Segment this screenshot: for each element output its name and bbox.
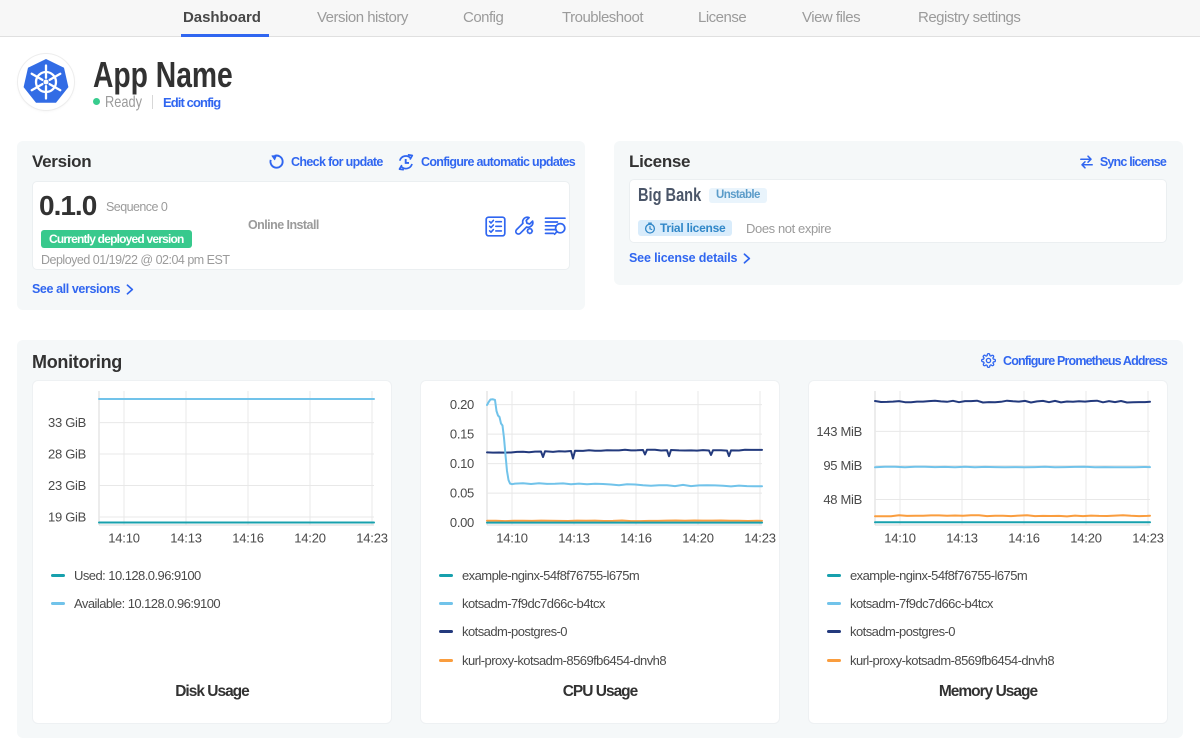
svg-text:14:13: 14:13 — [170, 531, 202, 546]
svg-text:0.20: 0.20 — [450, 397, 474, 412]
svg-text:19 GiB: 19 GiB — [48, 510, 86, 525]
svg-text:14:16: 14:16 — [620, 531, 652, 546]
svg-text:0.15: 0.15 — [450, 427, 474, 442]
svg-text:14:23: 14:23 — [1132, 531, 1164, 546]
svg-text:143 MiB: 143 MiB — [816, 424, 862, 439]
svg-text:14:16: 14:16 — [232, 531, 264, 546]
svg-text:14:10: 14:10 — [884, 531, 916, 546]
svg-text:95 MiB: 95 MiB — [823, 458, 862, 473]
svg-text:14:16: 14:16 — [1008, 531, 1040, 546]
svg-text:48 MiB: 48 MiB — [823, 492, 862, 507]
svg-text:28 GiB: 28 GiB — [48, 447, 86, 462]
svg-text:14:20: 14:20 — [294, 531, 326, 546]
svg-text:14:10: 14:10 — [108, 531, 140, 546]
svg-text:14:10: 14:10 — [496, 531, 528, 546]
svg-text:23 GiB: 23 GiB — [48, 478, 86, 493]
svg-text:0.05: 0.05 — [450, 486, 474, 501]
svg-text:0.10: 0.10 — [450, 456, 474, 471]
svg-text:14:23: 14:23 — [744, 531, 776, 546]
svg-text:0.00: 0.00 — [450, 515, 474, 530]
svg-text:14:13: 14:13 — [946, 531, 978, 546]
svg-text:33 GiB: 33 GiB — [48, 415, 86, 430]
svg-text:14:23: 14:23 — [356, 531, 388, 546]
svg-text:14:20: 14:20 — [1070, 531, 1102, 546]
svg-text:14:13: 14:13 — [558, 531, 590, 546]
svg-text:14:20: 14:20 — [682, 531, 714, 546]
